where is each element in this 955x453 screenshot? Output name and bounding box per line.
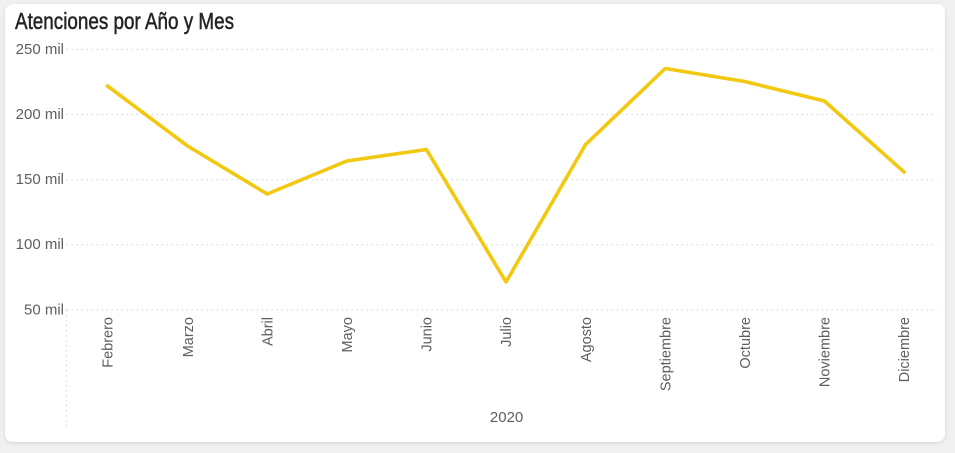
svg-text:150 mil: 150 mil	[16, 171, 64, 188]
svg-text:Abril: Abril	[260, 317, 276, 346]
svg-text:2020: 2020	[490, 409, 523, 426]
svg-text:Julio: Julio	[499, 317, 515, 347]
svg-text:Marzo: Marzo	[181, 317, 197, 357]
svg-text:Diciembre: Diciembre	[897, 317, 913, 382]
svg-text:200 mil: 200 mil	[16, 106, 64, 123]
svg-text:Atenciones por Año y Mes: Atenciones por Año y Mes	[15, 8, 234, 34]
svg-text:100 mil: 100 mil	[16, 236, 64, 253]
svg-text:Septiembre: Septiembre	[658, 317, 674, 391]
svg-text:50 mil: 50 mil	[24, 301, 64, 318]
svg-text:Noviembre: Noviembre	[818, 317, 834, 387]
svg-text:Agosto: Agosto	[579, 317, 595, 362]
svg-text:Mayo: Mayo	[340, 317, 356, 352]
svg-text:Junio: Junio	[420, 317, 436, 352]
svg-text:250 mil: 250 mil	[16, 41, 64, 58]
svg-text:Octubre: Octubre	[738, 317, 754, 369]
svg-text:Febrero: Febrero	[101, 317, 117, 368]
